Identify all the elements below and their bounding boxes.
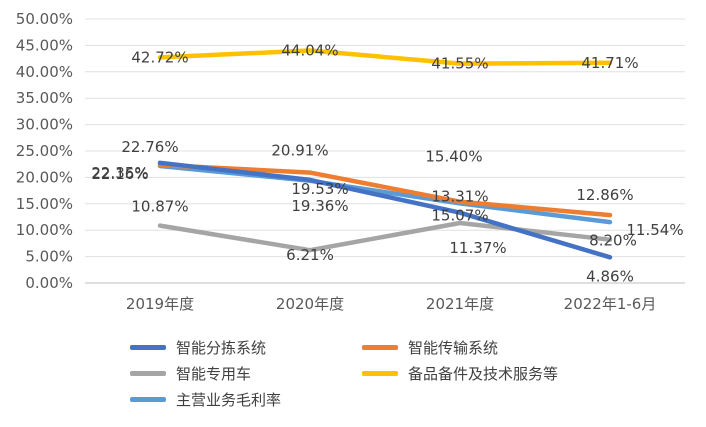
y-tick-label: 15.00% — [16, 195, 73, 213]
data-label: 20.91% — [271, 142, 328, 160]
data-label: 22.35% — [91, 164, 148, 182]
data-label: 15.07% — [431, 206, 488, 224]
data-label: 6.21% — [286, 246, 334, 264]
y-tick-label: 5.00% — [25, 248, 73, 266]
data-label: 13.31% — [431, 188, 488, 206]
data-label: 22.76% — [121, 138, 178, 156]
x-tick-label: 2022年1-6月 — [564, 295, 657, 313]
data-label: 11.54% — [626, 221, 683, 239]
y-tick-label: 50.00% — [16, 10, 73, 28]
x-tick-label: 2019年度 — [126, 295, 194, 313]
data-label: 41.71% — [581, 54, 638, 72]
data-label: 22.16% — [91, 165, 148, 183]
series-line — [157, 48, 613, 66]
data-label: 19.53% — [291, 180, 348, 198]
data-label: 15.40% — [425, 148, 482, 166]
data-label: 42.72% — [131, 48, 188, 66]
data-label: 41.55% — [431, 55, 488, 73]
data-label: 4.86% — [586, 267, 634, 285]
series-line — [157, 220, 613, 253]
data-label: 10.87% — [131, 198, 188, 216]
y-tick-label: 30.00% — [16, 116, 73, 134]
data-label: 11.37% — [449, 239, 506, 257]
x-tick-label: 2020年度 — [276, 295, 344, 313]
data-label: 19.36% — [291, 197, 348, 215]
y-tick-label: 25.00% — [16, 142, 73, 160]
y-tick-label: 10.00% — [16, 221, 73, 239]
series-line — [157, 160, 613, 260]
y-tick-label: 20.00% — [16, 168, 73, 186]
x-tick-label: 2021年度 — [426, 295, 494, 313]
data-label: 8.20% — [589, 232, 637, 250]
series-line — [157, 162, 613, 218]
y-tick-label: 0.00% — [25, 274, 73, 292]
data-label: 44.04% — [281, 41, 338, 59]
y-tick-label: 35.00% — [16, 89, 73, 107]
y-tick-label: 45.00% — [16, 36, 73, 54]
y-tick-label: 40.00% — [16, 63, 73, 81]
data-label: 12.86% — [576, 186, 633, 204]
